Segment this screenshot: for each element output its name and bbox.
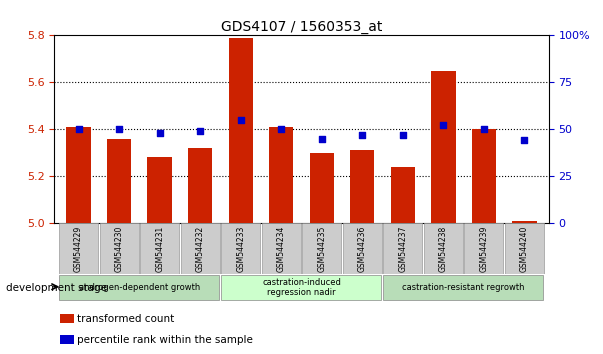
Point <box>479 126 488 132</box>
Bar <box>513 221 537 223</box>
Bar <box>221 223 260 274</box>
Point <box>74 126 83 132</box>
Text: transformed count: transformed count <box>77 314 174 324</box>
Title: GDS4107 / 1560353_at: GDS4107 / 1560353_at <box>221 21 382 34</box>
Bar <box>229 38 253 223</box>
Bar <box>302 223 341 274</box>
Bar <box>188 148 212 223</box>
Text: GSM544239: GSM544239 <box>479 225 488 272</box>
Text: GSM544232: GSM544232 <box>196 225 204 272</box>
Bar <box>59 275 219 300</box>
Text: GSM544238: GSM544238 <box>439 225 448 272</box>
Text: GSM544234: GSM544234 <box>277 225 286 272</box>
Text: GSM544230: GSM544230 <box>115 225 124 272</box>
Bar <box>384 275 543 300</box>
Point <box>155 130 165 136</box>
Bar <box>343 223 382 274</box>
Point <box>358 132 367 138</box>
Point <box>317 136 327 141</box>
Bar <box>66 127 90 223</box>
Bar <box>59 223 98 274</box>
Bar <box>505 223 544 274</box>
Point <box>438 122 448 128</box>
Text: development stage: development stage <box>6 283 107 293</box>
Point <box>236 117 245 122</box>
Text: castration-resistant regrowth: castration-resistant regrowth <box>402 283 525 292</box>
Point <box>195 128 205 134</box>
Bar <box>269 127 294 223</box>
Bar <box>221 275 381 300</box>
Bar <box>181 223 219 274</box>
Text: GSM544231: GSM544231 <box>155 225 164 272</box>
Bar <box>431 70 455 223</box>
Bar <box>350 150 374 223</box>
Text: castration-induced
regression nadir: castration-induced regression nadir <box>262 278 341 297</box>
Text: percentile rank within the sample: percentile rank within the sample <box>77 335 253 345</box>
Bar <box>391 167 415 223</box>
Text: GSM544235: GSM544235 <box>317 225 326 272</box>
Bar <box>464 223 504 274</box>
Bar <box>262 223 301 274</box>
Bar <box>148 157 172 223</box>
Point <box>115 126 124 132</box>
Bar <box>384 223 422 274</box>
Bar <box>140 223 179 274</box>
Bar <box>107 138 131 223</box>
Point <box>276 126 286 132</box>
Bar <box>99 223 139 274</box>
Text: GSM544240: GSM544240 <box>520 225 529 272</box>
Text: GSM544229: GSM544229 <box>74 225 83 272</box>
Point <box>398 132 408 138</box>
Text: GSM544236: GSM544236 <box>358 225 367 272</box>
Bar <box>309 153 334 223</box>
Text: GSM544233: GSM544233 <box>236 225 245 272</box>
Point <box>520 138 529 143</box>
Text: GSM544237: GSM544237 <box>399 225 407 272</box>
Bar <box>424 223 463 274</box>
Bar <box>472 129 496 223</box>
Text: androgen-dependent growth: androgen-dependent growth <box>79 283 200 292</box>
